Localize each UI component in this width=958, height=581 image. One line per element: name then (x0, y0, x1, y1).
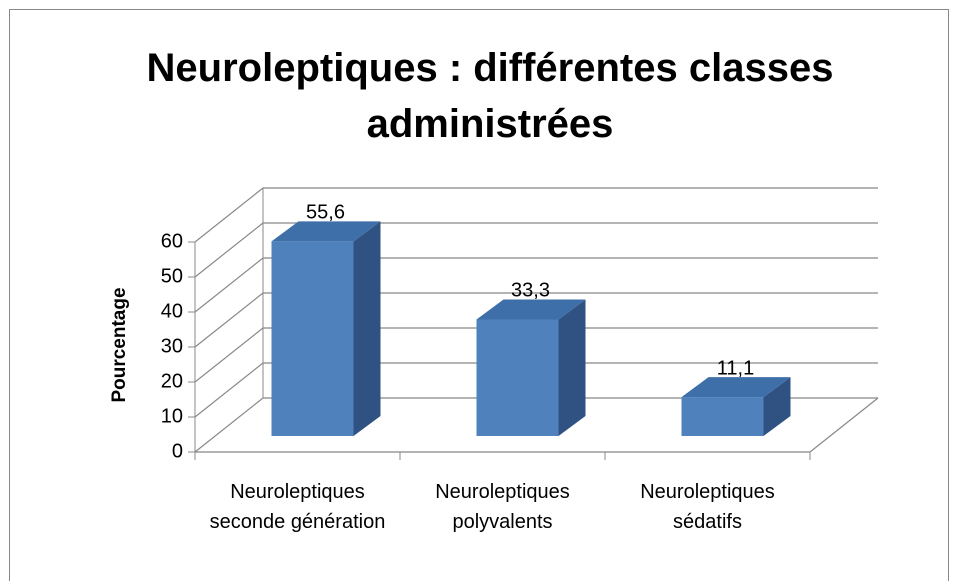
y-tick-label: 50 (161, 265, 183, 287)
x-tick-label: Neuroleptiques seconde génération (209, 481, 386, 533)
bar-front (681, 397, 764, 436)
x-tick-label: Neuroleptiques sédatifs (640, 481, 775, 533)
value-label: 55,6 (306, 202, 345, 224)
y-tick-label: 60 (161, 230, 183, 252)
y-tick-label: 40 (161, 300, 183, 322)
x-tick-label: Neuroleptiques polyvalents (435, 481, 570, 533)
value-label: 11,1 (717, 357, 754, 379)
chart-border (9, 9, 949, 581)
bar-top (476, 299, 586, 320)
bar-side (558, 299, 586, 436)
y-tick-label: 0 (172, 440, 183, 462)
value-label: 33,3 (511, 280, 550, 302)
bar-side (763, 377, 791, 436)
y-tick-label: 30 (161, 335, 183, 357)
bar-top (681, 377, 791, 398)
bar-front (271, 241, 354, 436)
bar-front (476, 319, 559, 436)
bar-top (271, 221, 381, 242)
bar-side (353, 221, 381, 436)
y-axis-label: Pourcentage (109, 287, 130, 402)
y-tick-label: 10 (161, 405, 183, 427)
y-tick-label: 20 (161, 370, 183, 392)
chart-title: Neuroleptiques : différentes classes adm… (146, 46, 834, 146)
